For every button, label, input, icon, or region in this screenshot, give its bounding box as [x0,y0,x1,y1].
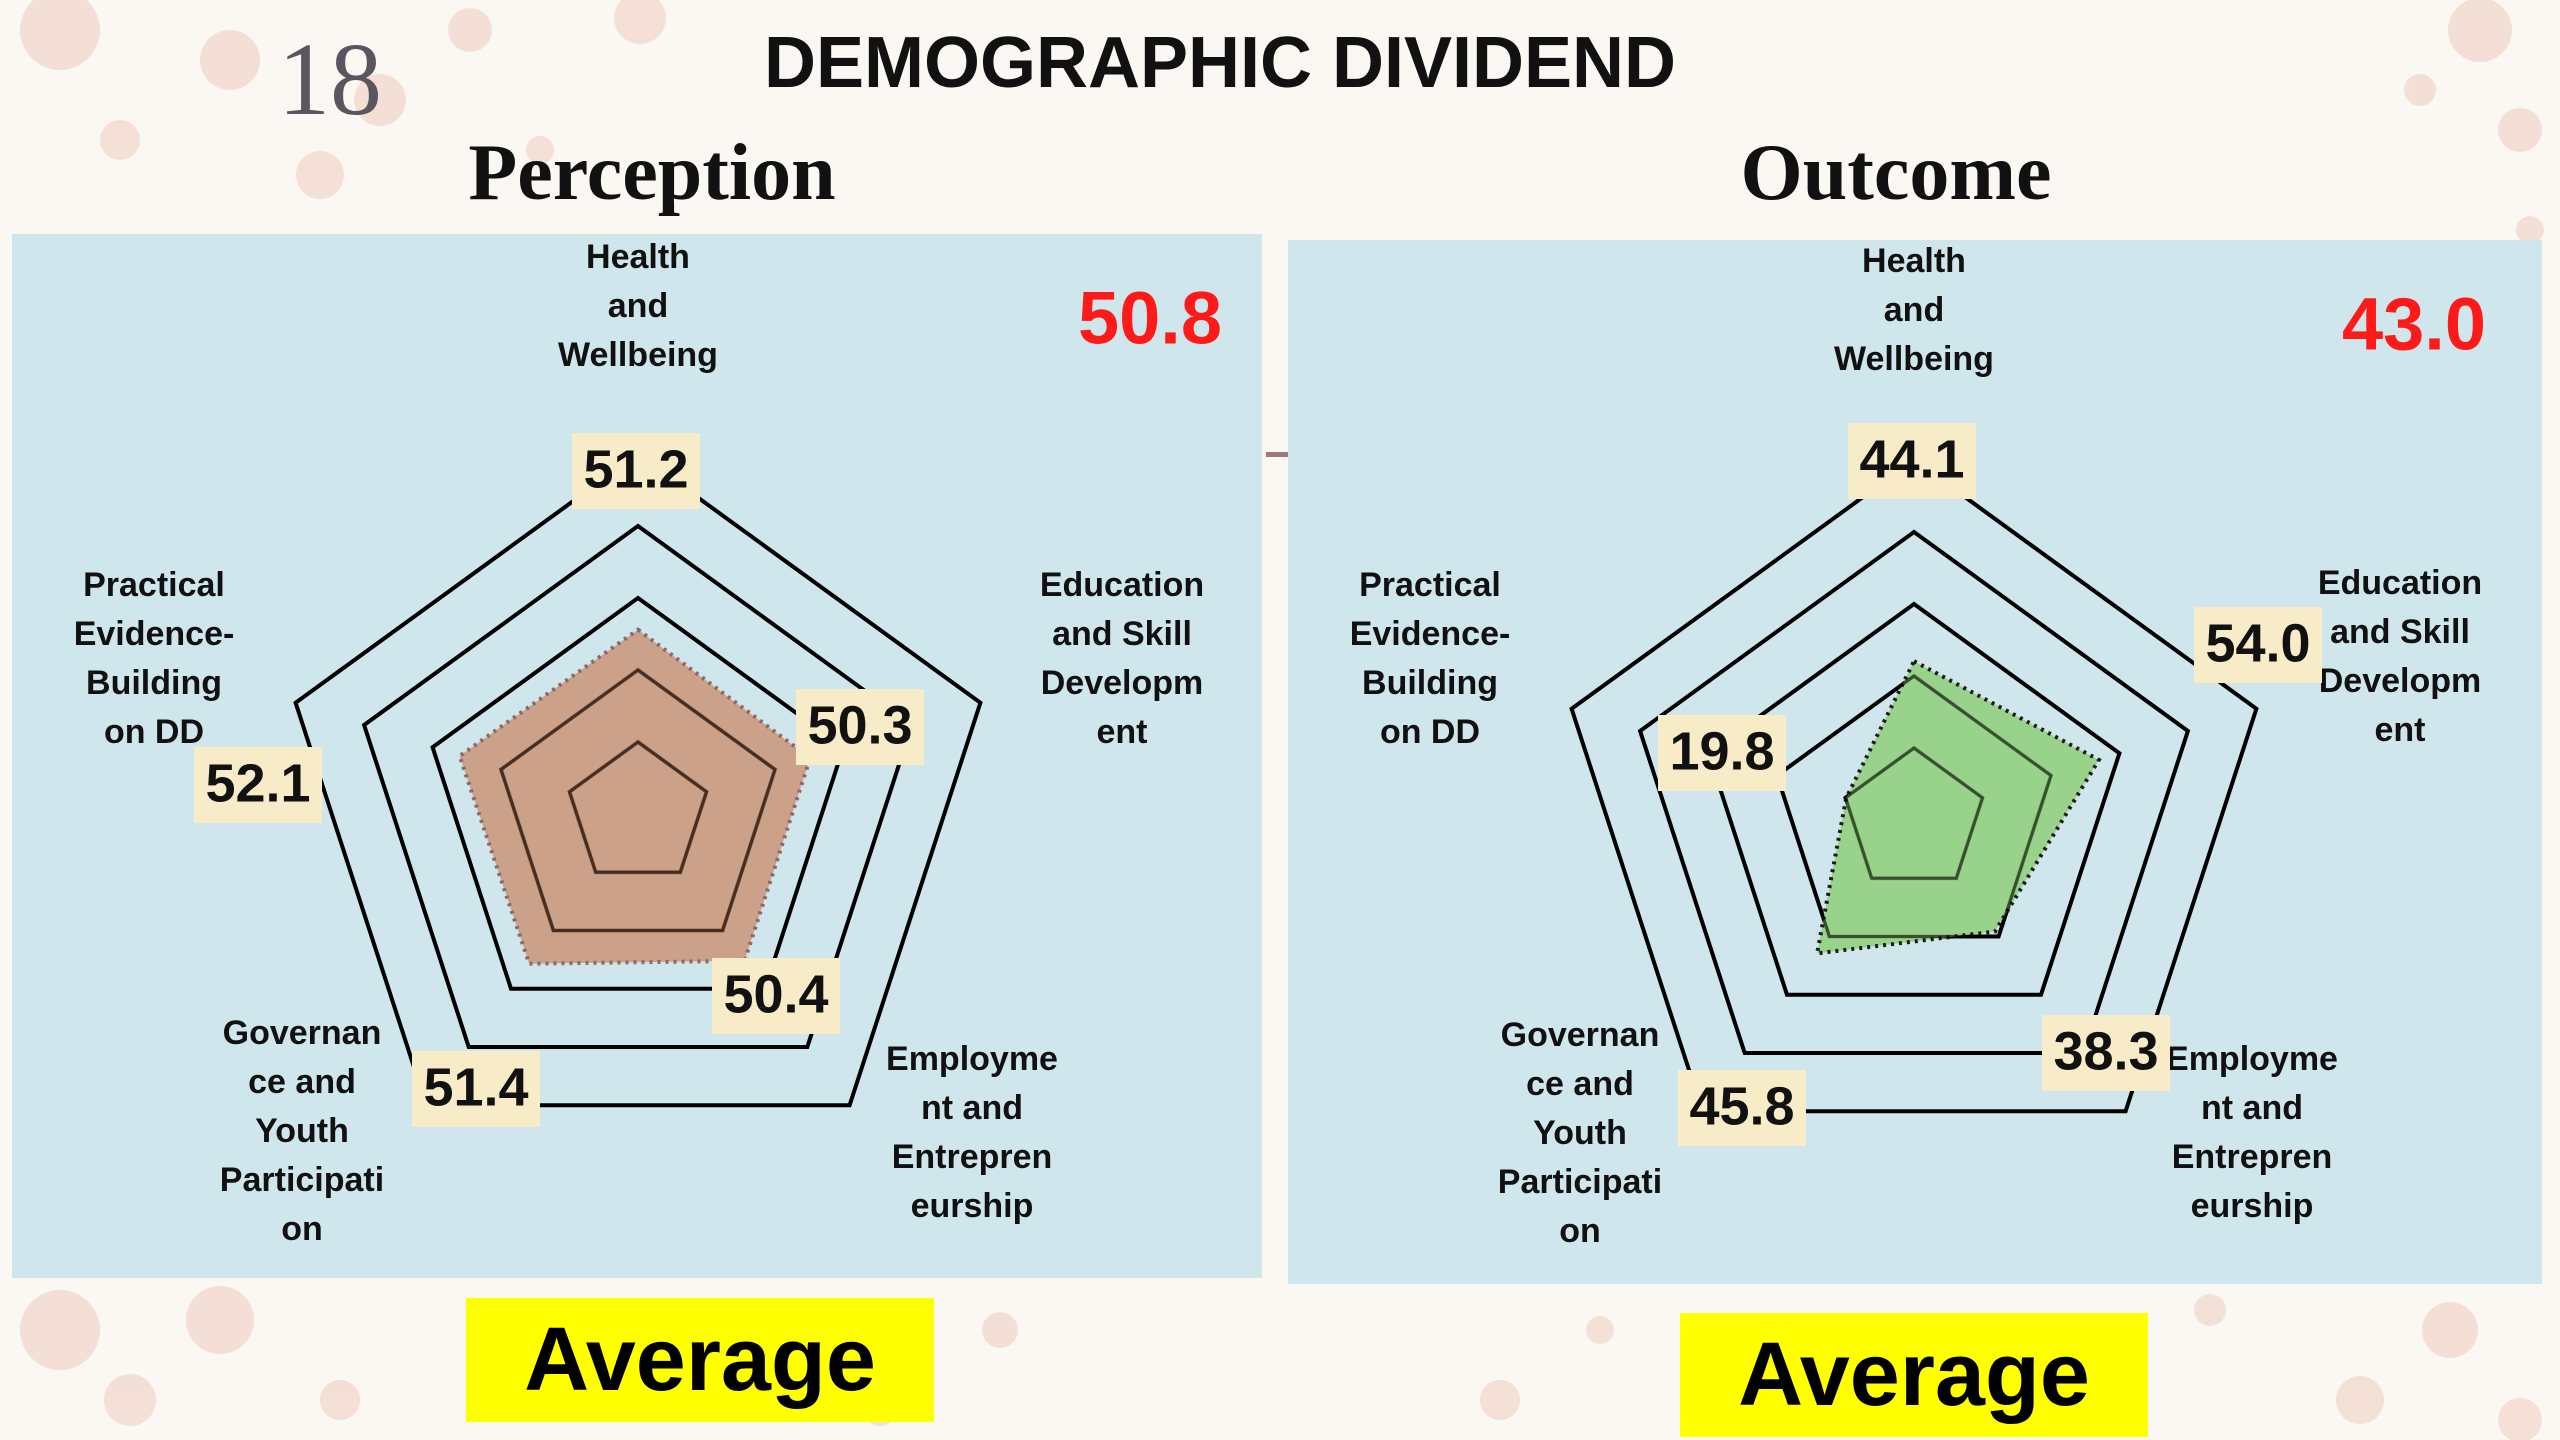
value-label-box [2042,1015,2170,1091]
value-label-employment-entrepreneurship: 38.3 [2053,1021,2158,1081]
axis-label-evidence-building: Practical Evidence- Building on DD [1350,566,1511,751]
axis-label-line: ent [1097,713,1148,751]
axis-label-line: Entrepren [2172,1138,2333,1176]
axis-label-employment-entrepreneurship: Employme nt and Entrepren eurship [2166,1040,2338,1225]
axis-label-line: Practical [83,566,225,604]
outcome-chart-title: Outcome [1740,129,2052,217]
value-label-box [1658,715,1786,791]
radar-data-area [1814,658,2102,956]
value-label-box [572,433,700,509]
radar-grid-ring-overlay [1775,674,2053,938]
axis-label-line: Building [86,664,222,702]
axis-label-line: Wellbeing [1834,340,1994,378]
outcome-radar-panel: 43.0 Health and Wellbeing Education and Skill… [1288,240,2542,1284]
value-label-education-skill: 54.0 [2205,613,2310,673]
value-label-health-wellbeing: 44.1 [1859,429,1964,489]
radar-grid-ring-overlay [567,740,709,874]
axis-label-line: Employme [2166,1040,2338,1078]
axis-label-health-wellbeing: Health and Wellbeing [1834,242,1994,378]
axis-label-health-wellbeing: Health and Wellbeing [558,238,718,374]
axis-label-line: and Skill [1052,615,1192,653]
value-label-box [1678,1070,1806,1146]
radar-grid-ring-overlay [1843,746,1985,880]
axis-label-line: ce and [248,1063,356,1101]
slide-title: DEMOGRAPHIC DIVIDEND [763,23,1677,103]
axis-label-governance-youth: Governan ce and Youth Participati on [1498,1016,1662,1250]
axis-label-line: Participati [1498,1163,1662,1201]
perception-average-label: Average [466,1298,934,1422]
axis-label-line: Practical [1359,566,1501,604]
value-label-box [796,689,924,765]
axis-label-line: and Skill [2330,613,2470,651]
slide-number: 18 [278,22,382,137]
overall-score: 43.0 [2342,283,2486,366]
value-label-evidence-building: 19.8 [1669,721,1774,781]
radar-grid-ring-overlay [499,668,777,932]
axis-label-line: eurship [2191,1187,2314,1225]
value-label-governance-youth: 51.4 [423,1057,528,1117]
axis-label-education-skill: Education and Skill Developm ent [2318,564,2482,749]
value-label-box [412,1051,540,1127]
axis-label-line: Governan [223,1014,382,1052]
axis-label-line: Employme [886,1040,1058,1078]
overall-score: 50.8 [1078,277,1222,360]
radar-data-area [457,627,813,966]
axis-label-line: Health [586,238,690,276]
outcome-radar-chart: 43.0 Health and Wellbeing Education and Skill… [1350,242,2486,1250]
axis-label-line: Education [2318,564,2482,602]
axis-label-line: Participati [220,1161,384,1199]
axis-label-line: Developm [2319,662,2482,700]
axis-label-line: Evidence- [1350,615,1511,653]
axis-label-line: on DD [104,713,204,751]
axis-label-employment-entrepreneurship: Employme nt and Entrepren eurship [886,1040,1058,1225]
value-label-health-wellbeing: 51.2 [583,439,688,499]
axis-label-line: Developm [1041,664,1204,702]
axis-label-line: Health [1862,242,1966,280]
radar-grid-ring-overlay [1638,530,2190,1055]
axis-label-line: Building [1362,664,1498,702]
axis-label-line: Entrepren [892,1138,1053,1176]
axis-label-line: and [608,287,668,325]
value-label-box [194,747,322,823]
axis-label-line: Evidence- [74,615,235,653]
axis-label-line: Youth [1533,1114,1627,1152]
axis-label-line: nt and [921,1089,1023,1127]
radar-grid-ring-overlay [293,452,983,1107]
value-label-box [712,958,840,1034]
divider-tick [1266,452,1288,457]
value-label-governance-youth: 45.8 [1689,1076,1794,1136]
value-label-employment-entrepreneurship: 50.4 [723,964,828,1024]
value-label-education-skill: 50.3 [807,695,912,755]
axis-label-line: ce and [1526,1065,1634,1103]
perception-radar-panel: 50.8 Health and Wellbeing Education and Skill… [12,234,1262,1278]
value-label-box [1848,423,1976,499]
axis-label-governance-youth: Governan ce and Youth Participati on [220,1014,384,1248]
axis-label-line: eurship [911,1187,1034,1225]
value-label-box [2194,607,2322,683]
axis-label-line: nt and [2201,1089,2303,1127]
axis-label-line: Youth [255,1112,349,1150]
axis-label-line: Wellbeing [558,336,718,374]
axis-label-line: Governan [1501,1016,1660,1054]
axis-label-evidence-building: Practical Evidence- Building on DD [74,566,235,751]
axis-label-line: Education [1040,566,1204,604]
axis-label-line: and [1884,291,1944,329]
axis-label-line: on [281,1210,323,1248]
value-label-evidence-building: 52.1 [205,753,310,813]
axis-label-line: on DD [1380,713,1480,751]
axis-label-line: ent [2375,711,2426,749]
axis-label-education-skill: Education and Skill Developm ent [1040,566,1204,751]
axis-label-line: on [1559,1212,1601,1250]
perception-chart-title: Perception [468,129,836,217]
outcome-average-label: Average [1680,1313,2148,1437]
perception-radar-chart: 50.8 Health and Wellbeing Education and Skill… [74,238,1222,1248]
